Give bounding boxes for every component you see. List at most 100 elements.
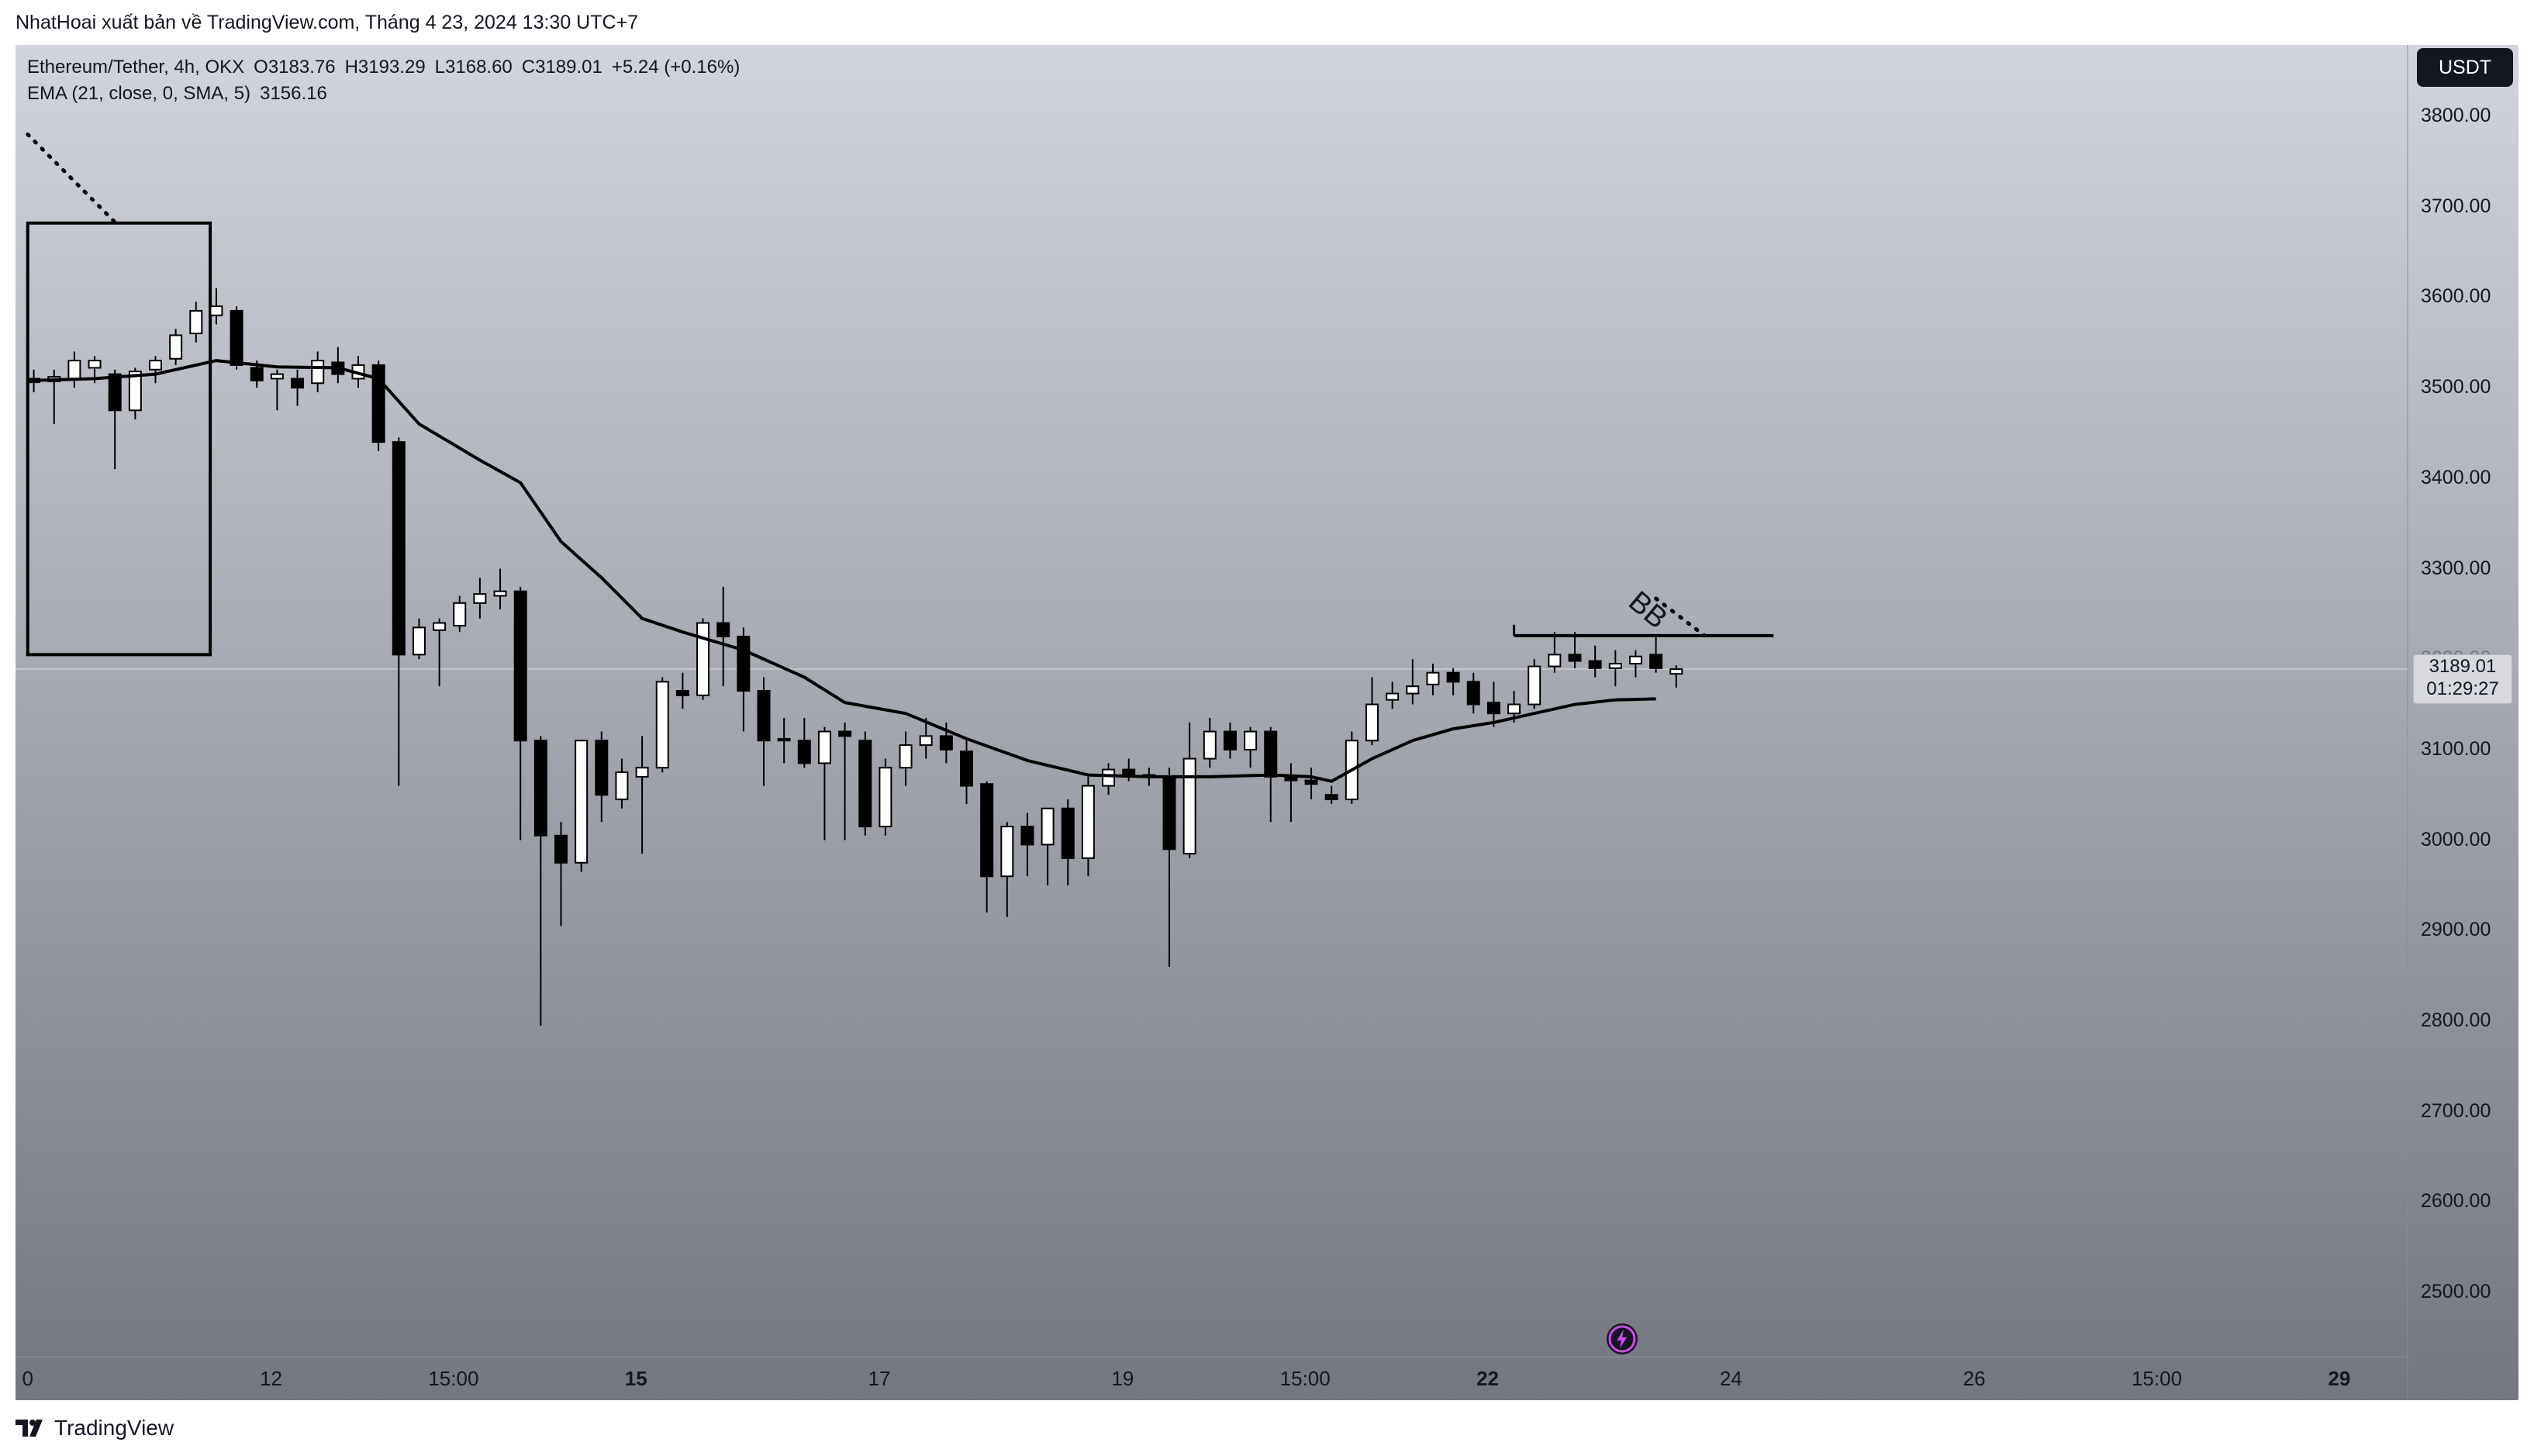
drawing-layer [16,132,2408,670]
candle-body [291,378,305,389]
candle-body [513,590,527,742]
ohlc-high: H3193.29 [344,57,426,78]
candle-body [108,373,122,412]
candle-body [1568,654,1582,662]
candle-body [189,309,203,335]
candle-body [595,740,609,796]
candle-body [1203,730,1217,760]
candle-body [533,740,547,837]
ohlc-change: +5.24 (+0.16%) [611,57,741,78]
candle-body [899,744,913,769]
symbol-label[interactable]: Ethereum/Tether, 4h, OKX [27,57,245,78]
indicator-row: EMA (21, close, 0, SMA, 5) 3156.16 [27,81,749,107]
candle-body [939,735,953,750]
last-price-tag: 3189.01 01:29:27 [2413,654,2512,704]
candle-body [817,730,831,764]
candle-body [1649,654,1663,669]
ema-line [33,359,1656,783]
candle-body [1669,668,1683,675]
candle-body [412,626,426,656]
ohlc-row: Ethereum/Tether, 4h, OKX O3183.76 H3193.29… [27,54,749,81]
candle-body [1386,692,1400,701]
currency-badge[interactable]: USDT [2417,48,2513,87]
candle-body [128,371,142,412]
candle-body [655,681,669,769]
tradingview-logo-icon [16,1420,43,1437]
dotted-trendline-1 [1654,596,1707,638]
candle-body [371,364,385,443]
last-price-value: 3189.01 [2429,656,2497,677]
candle-body [1162,775,1176,850]
candle-body [1406,685,1420,695]
footer: TradingView [16,1413,174,1444]
candle-body [716,622,730,638]
candle-body [777,737,791,742]
candle-body [1102,768,1116,787]
attribution-bar: NhatHoai xuất bản về TradingView.com, Th… [0,0,2534,45]
candle-body [392,441,406,656]
candle-body [169,334,183,360]
candle-body [1528,665,1541,706]
dotted-trendline-0 [26,132,117,225]
candle-body [311,360,325,385]
candle-body [879,767,892,828]
candle-body [1041,807,1055,846]
candle-body [960,750,973,787]
candle-body [1324,794,1338,801]
candle-body [838,730,852,737]
candle-body [88,360,102,369]
candle-body [919,735,933,747]
candle-body [1608,663,1622,669]
candle-body [230,309,243,366]
candle-body [433,622,447,631]
candle-body [1244,730,1258,750]
candle-body [1122,768,1136,776]
candle-body [1548,654,1562,668]
indicator-value: 3156.16 [260,83,327,104]
candle-body [493,590,507,597]
chart-legend: Ethereum/Tether, 4h, OKX O3183.76 H3193.29… [27,54,749,107]
candle-body [1081,785,1095,859]
lightning-bolt-icon[interactable] [1605,1322,1639,1356]
candle-body [209,305,223,316]
candle-body [1486,702,1500,715]
bb-annotation-label[interactable]: BB [1622,585,1673,636]
candle-body [575,740,589,864]
candle-body [1628,655,1642,665]
candle-body [858,740,872,828]
candle-body [615,771,629,801]
candle-body [980,783,994,878]
candle-body [1223,730,1237,750]
candle-body [1304,779,1318,785]
candle-body [675,690,689,696]
candle-body [737,636,751,692]
candle-body [453,602,467,627]
candle-body [1061,807,1075,859]
candle-body [757,690,771,742]
candle-body [696,622,710,696]
candle-body [554,834,568,864]
candle-body [1466,681,1480,706]
candle-body [1182,757,1196,855]
candles-layer [27,288,1683,1026]
candle-body [149,360,162,371]
ema-layer [33,359,1656,783]
bar-countdown: 01:29:27 [2426,678,2499,699]
candle-body [270,373,284,380]
candle-body [67,360,81,380]
brand-name: TradingView [54,1416,174,1440]
candle-body [250,367,264,381]
candle-body [1426,671,1440,685]
candle-body [1588,660,1602,669]
chart-area[interactable] [16,45,2518,1400]
rectangle-drawing [26,221,212,657]
candle-body [1365,703,1379,742]
ohlc-close: C3189.01 [521,57,602,78]
ohlc-low: L3168.60 [434,57,513,78]
candle-body [1020,826,1034,846]
candle-body [1000,826,1014,878]
candle-body [1446,671,1460,683]
candle-body [1264,730,1278,778]
indicator-label[interactable]: EMA (21, close, 0, SMA, 5) [27,83,251,104]
